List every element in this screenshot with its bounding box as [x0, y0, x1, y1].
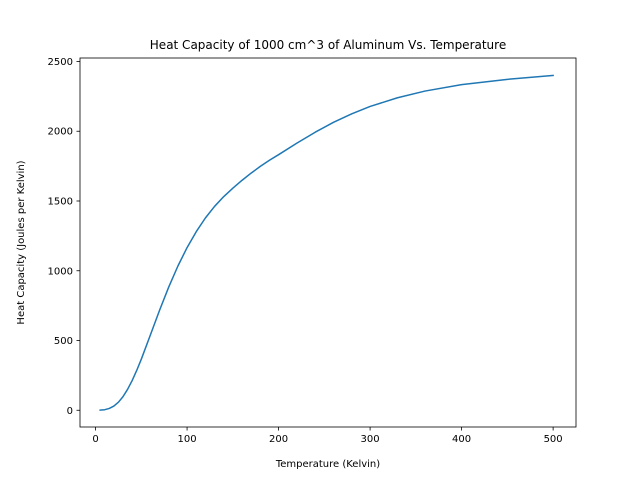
y-tick-label: 2000	[48, 127, 73, 138]
x-tick-label: 500	[544, 434, 563, 445]
x-tick-label: 200	[269, 434, 288, 445]
x-axis-ticks: 0 100 200 300 400 500	[92, 427, 563, 445]
x-tick-label: 400	[452, 434, 471, 445]
y-tick-label: 2500	[48, 57, 73, 68]
y-tick-label: 1500	[48, 196, 73, 207]
x-tick-label: 100	[178, 434, 197, 445]
x-axis-label: Temperature (Kelvin)	[275, 459, 380, 470]
plot-area	[80, 58, 576, 427]
y-tick-label: 1000	[48, 266, 73, 277]
y-axis-ticks: 0 500 1000 1500 2000 2500	[48, 57, 80, 417]
x-tick-label: 0	[92, 434, 98, 445]
series-layer	[99, 74, 554, 411]
series-line-0	[99, 74, 554, 411]
chart-title: Heat Capacity of 1000 cm^3 of Aluminum V…	[150, 38, 506, 52]
x-tick-label: 300	[361, 434, 380, 445]
plot-frame	[79, 57, 577, 428]
y-axis-label: Heat Capacity (Joules per Kelvin)	[16, 160, 27, 324]
y-tick-label: 0	[67, 406, 73, 417]
y-tick-label: 500	[54, 336, 73, 347]
